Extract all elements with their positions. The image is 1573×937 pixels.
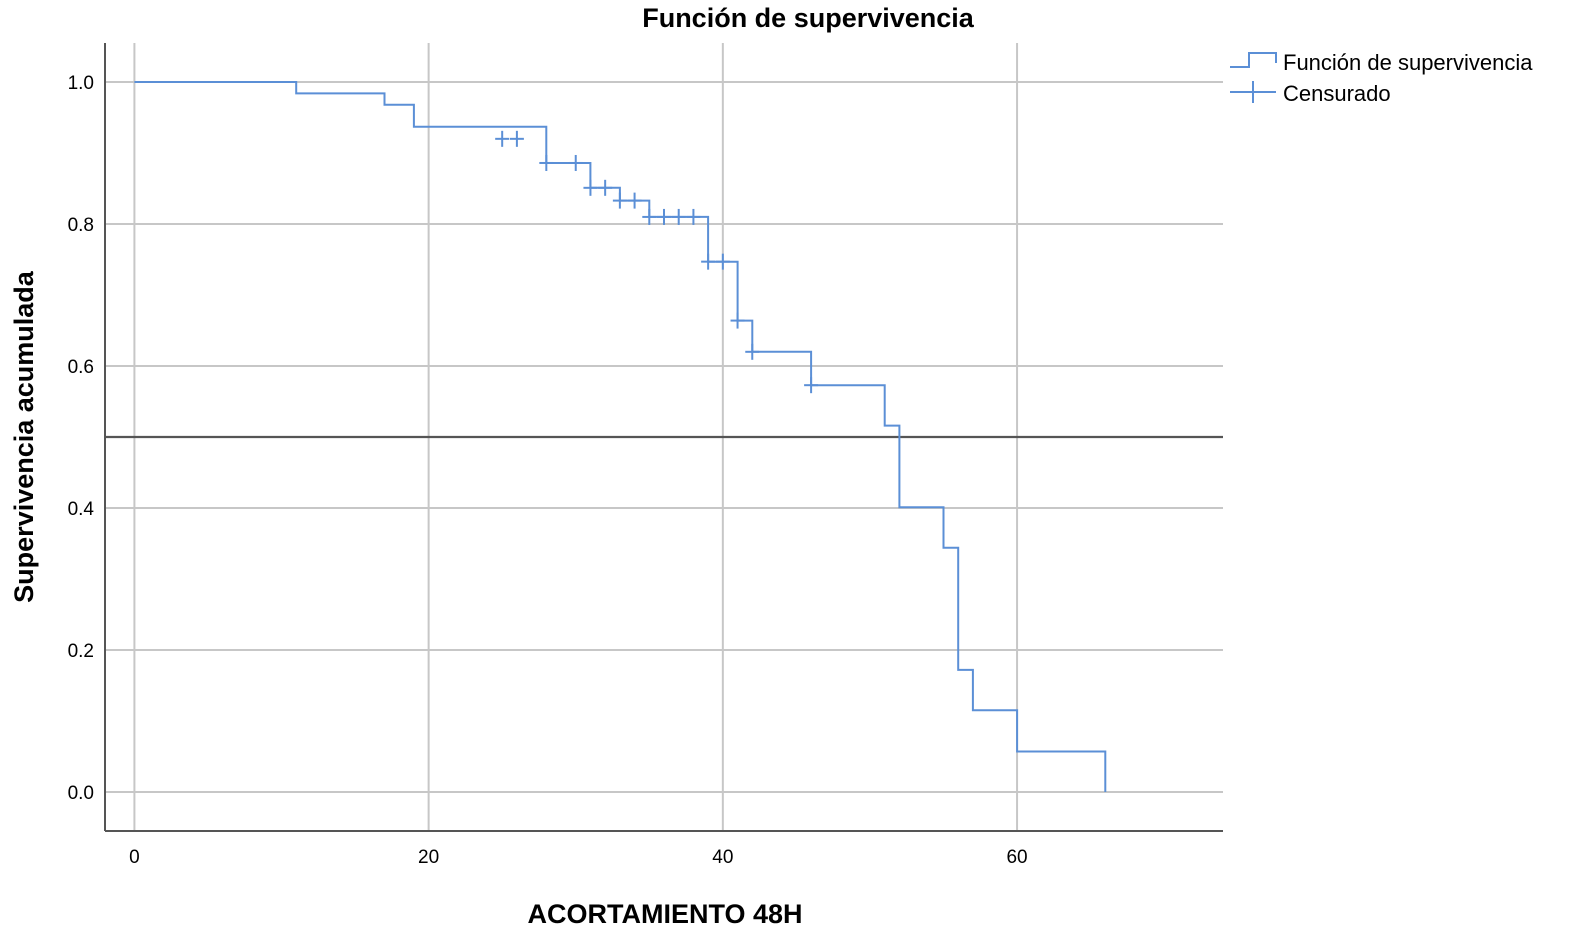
censored-mark [804,377,819,394]
censored-mark [539,154,554,171]
y-tick-label: 0.8 [68,215,94,236]
x-tick-label: 60 [1006,847,1027,868]
y-axis-title: Supervivencia acumulada [9,270,39,603]
censored-mark [642,208,657,225]
legend-survival-symbol [1230,52,1277,68]
chart-title: Función de supervivencia [642,3,975,33]
survival-step-line [134,81,1107,792]
censored-mark [671,208,686,225]
censored-mark [598,179,613,196]
x-tick-label: 40 [712,847,733,868]
x-tick-label: 20 [418,847,439,868]
censored-mark [583,179,598,196]
y-tick-label: 1.0 [68,73,94,94]
legend-survival-label: Función de supervivencia [1283,50,1533,75]
x-tick-label: 0 [129,847,140,868]
y-tick-label: 0.2 [68,641,94,662]
tick-labels: 0 20 40 60 0.0 0.2 0.4 0.6 0.8 1.0 [68,73,1028,868]
x-axis-title: ACORTAMIENTO 48H [527,899,802,929]
censored-mark [612,192,627,209]
censored-mark [715,253,730,270]
censored-mark [509,130,524,147]
censored-mark [568,154,583,171]
censored-mark [745,343,760,360]
series-group [134,81,1107,792]
censored-mark [730,312,745,329]
censored-mark [701,253,716,270]
legend: Función de supervivencia Censurado [1230,50,1533,106]
y-tick-label: 0.4 [68,499,95,520]
y-tick-label: 0.6 [68,357,94,378]
censored-mark [627,192,642,209]
legend-censored-label: Censurado [1283,81,1391,106]
censored-mark [495,130,510,147]
censored-mark [686,208,701,225]
censored-mark [657,208,671,225]
y-tick-label: 0.0 [68,783,94,804]
